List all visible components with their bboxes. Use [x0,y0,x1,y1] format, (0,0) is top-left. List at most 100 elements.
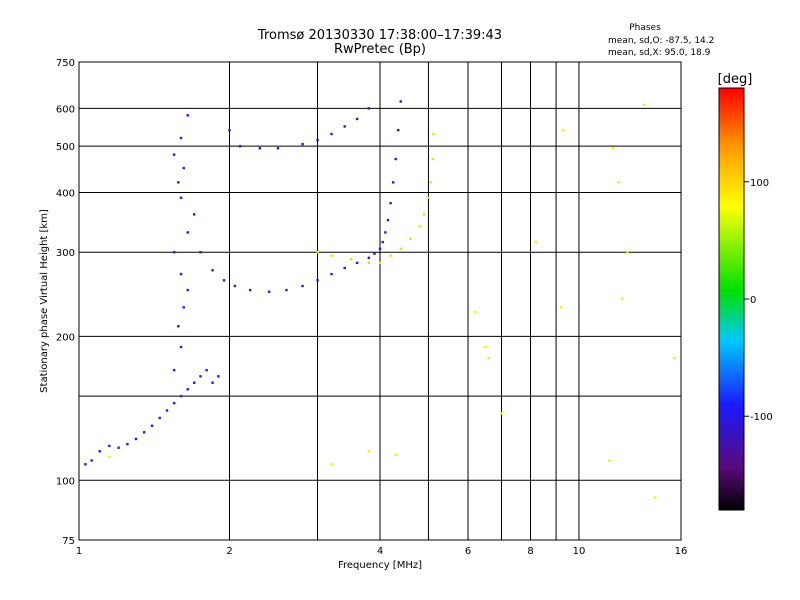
data-point [182,166,185,170]
data-point [653,496,657,499]
data-point [418,225,421,228]
y-axis-ticks: 75 100 200 300 400 500 600 750 [56,58,75,547]
data-point [427,196,430,199]
data-point [386,219,390,222]
plot-frame [78,61,682,541]
data-point [233,284,237,288]
data-point [389,201,392,205]
data-point [186,288,189,292]
data-point [90,459,93,462]
data-point [316,138,319,142]
data-point [355,117,359,121]
data-point [186,114,189,117]
x-tick-label: 8 [527,546,533,557]
data-point [217,375,220,378]
data-point [179,345,183,349]
stats-x: mean, sd,X: 95.0, 18.9 [608,48,711,58]
data-point [316,279,319,282]
data-point [642,103,646,107]
y-tick-label: 400 [56,188,75,199]
data-point [330,254,333,257]
data-point [193,381,196,384]
data-point [367,256,371,260]
data-point [222,279,226,282]
data-point [431,157,434,161]
grid [79,62,681,540]
data-point [142,431,146,434]
colorbar-ticks: 100 0 -100 [744,178,773,423]
colorbar-tick-label: 0 [750,295,756,306]
data-point [179,272,183,276]
colorbar-label: [deg] [718,72,753,87]
data-point [611,147,615,150]
data-point [367,107,371,110]
data-point [473,310,477,314]
data-point [301,284,304,288]
data-point [193,213,196,216]
data-point [484,345,487,349]
data-point [316,251,319,254]
data-point [134,437,138,441]
data-point [98,450,101,453]
data-point [199,375,202,378]
colorbar-tick-label: 100 [750,178,769,189]
data-point [179,136,183,140]
data-point [626,251,629,254]
data-point [238,144,242,148]
data-point [389,254,392,257]
data-point [432,132,435,136]
data-point [186,388,189,391]
data-point [343,266,346,270]
data-point [199,251,202,254]
data-point [487,357,490,360]
data-point [126,442,129,446]
data-point [429,181,432,184]
data-point [182,306,185,309]
stats-heading: Phases [629,23,661,33]
data-point [378,261,382,265]
data-point [150,424,154,428]
data-point [165,409,169,412]
data-point [373,252,376,255]
data-point [117,446,120,449]
data-point [534,240,538,244]
x-tick-label: 4 [377,546,383,557]
y-tick-label: 750 [56,58,75,69]
data-point [391,181,395,184]
chart-subtitle: RwPretec (Bp) [334,42,426,57]
data-point [620,297,624,300]
data-point [367,261,371,265]
data-point [108,455,111,458]
data-point [399,100,402,103]
data-point [276,147,280,150]
data-point [422,213,426,216]
data-point [409,237,412,241]
stats-o: mean, sd,O: -87.5, 14.2 [608,36,714,46]
data-point [394,157,397,161]
data-point [343,125,346,128]
data-point [301,142,304,146]
data-point [84,463,87,466]
data-point [367,450,371,453]
data-point [559,306,563,309]
y-axis-label: Stationary phase Virtual Height [km] [39,209,50,393]
data-point [158,416,161,420]
data-point [258,147,262,150]
x-tick-label: 6 [465,546,471,557]
data-point [378,247,382,250]
data-point [172,153,176,156]
data-point [561,128,565,132]
data-point [211,269,214,272]
data-point [172,401,176,405]
data-point [330,463,333,466]
y-tick-label: 500 [56,142,75,153]
x-tick-label: 10 [573,546,586,557]
data-point [330,132,333,136]
x-tick-label: 2 [226,546,232,557]
data-point [172,368,176,372]
data-point [355,261,359,265]
data-point [349,258,353,261]
x-axis-ticks: 1 2 4 6 8 10 16 [76,546,688,557]
data-point [205,368,208,372]
